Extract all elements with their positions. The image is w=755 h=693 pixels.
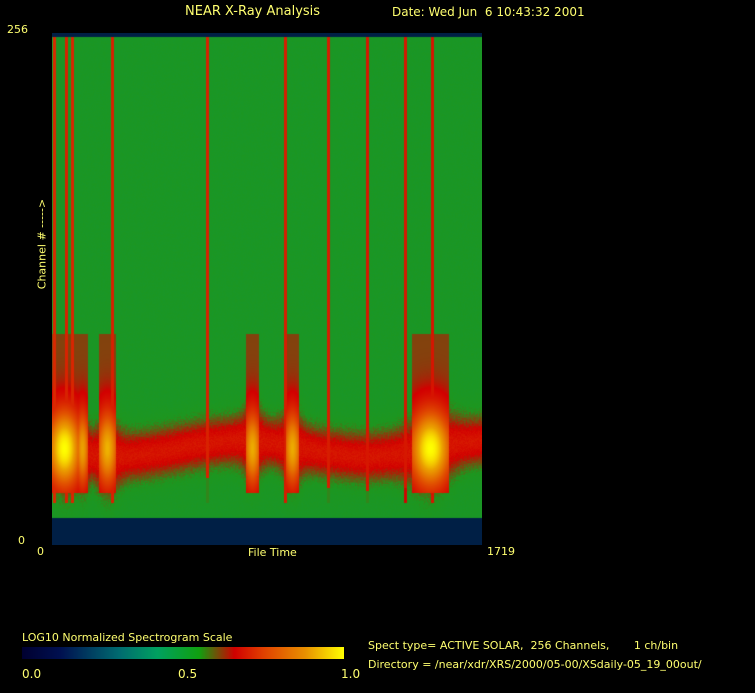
colorbar bbox=[22, 647, 344, 659]
x-tick-min: 0 bbox=[37, 545, 44, 558]
spectrogram-heatmap bbox=[52, 33, 482, 545]
chart-title: NEAR X-Ray Analysis bbox=[185, 4, 320, 19]
directory-info: Directory = /near/xdr/XRS/2000/05-00/XSd… bbox=[368, 658, 702, 671]
colorbar-tick-0: 0.0 bbox=[22, 667, 41, 681]
colorbar-title: LOG10 Normalized Spectrogram Scale bbox=[22, 631, 232, 644]
spect-type-info: Spect type= ACTIVE SOLAR, 256 Channels, … bbox=[368, 639, 678, 652]
y-tick-min: 0 bbox=[18, 534, 25, 547]
colorbar-tick-1: 1.0 bbox=[341, 667, 360, 681]
y-axis-label: Channel # -----> bbox=[36, 199, 49, 289]
x-tick-max: 1719 bbox=[487, 545, 515, 558]
date-label: Date: Wed Jun 6 10:43:32 2001 bbox=[392, 5, 585, 19]
x-axis-label: File Time bbox=[248, 546, 297, 559]
colorbar-tick-05: 0.5 bbox=[178, 667, 197, 681]
y-tick-max: 256 bbox=[7, 23, 28, 36]
